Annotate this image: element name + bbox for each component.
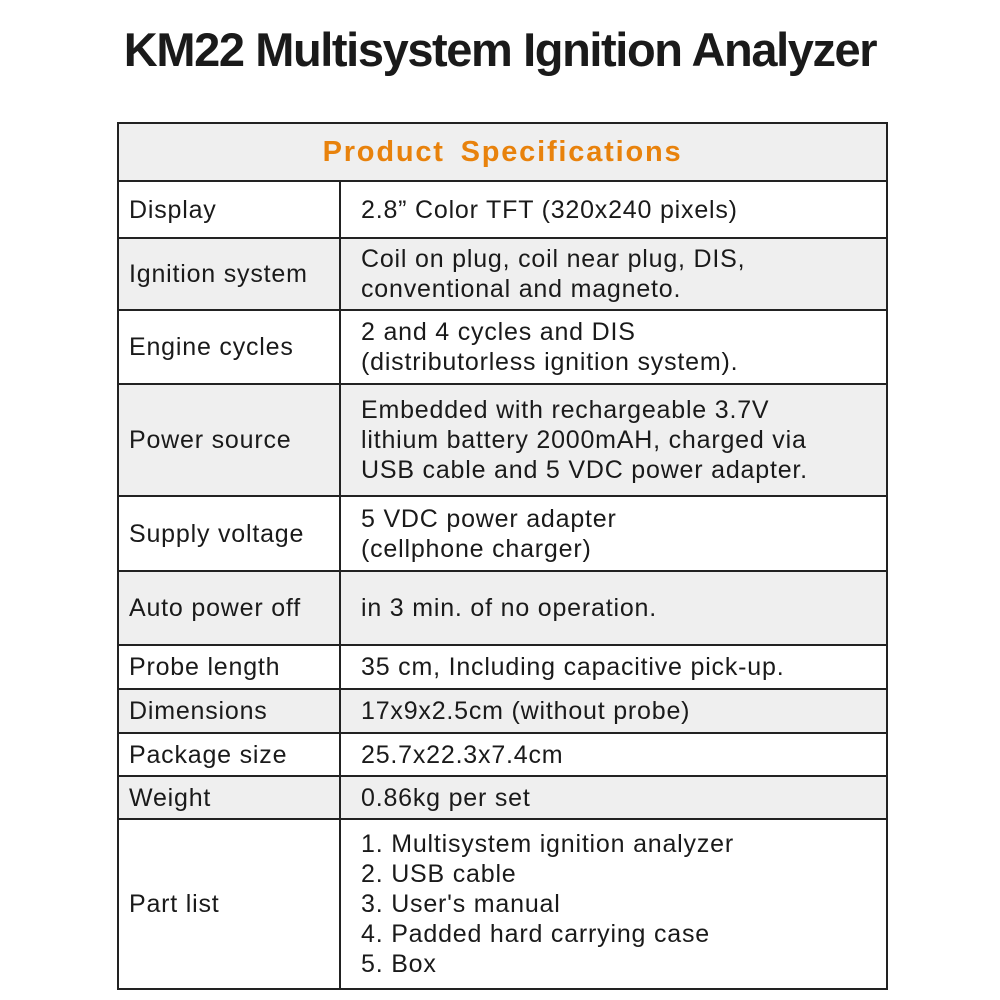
spec-label: Power source (117, 383, 341, 497)
spec-label: Part list (117, 818, 341, 990)
table-row: Package size 25.7x22.3x7.4cm (117, 732, 888, 777)
spec-value-line: Coil on plug, coil near plug, DIS, (361, 245, 746, 273)
table-header-row: Product Specifications (117, 122, 888, 182)
spec-value-line: conventional and magneto. (361, 275, 682, 303)
spec-value-line: 1. Multisystem ignition analyzer (361, 830, 734, 858)
table-header: Product Specifications (117, 122, 888, 182)
spec-label: Ignition system (117, 237, 341, 311)
spec-value: Coil on plug, coil near plug, DIS, conven… (339, 237, 888, 311)
table-row: Probe length 35 cm, Including capacitive … (117, 644, 888, 690)
table-row: Display 2.8” Color TFT (320x240 pixels) (117, 180, 888, 239)
spec-value-line: 17x9x2.5cm (without probe) (361, 697, 691, 725)
table-row: Auto power off in 3 min. of no operation. (117, 570, 888, 646)
table-row: Part list 1. Multisystem ignition analyze… (117, 818, 888, 990)
spec-value-line: USB cable and 5 VDC power adapter. (361, 456, 808, 484)
spec-value-line: 25.7x22.3x7.4cm (361, 740, 564, 769)
spec-value: in 3 min. of no operation. (339, 570, 888, 646)
spec-value-line: 2 and 4 cycles and DIS (361, 318, 636, 346)
spec-value: 2 and 4 cycles and DIS (distributorless i… (339, 309, 888, 385)
table-row: Weight 0.86kg per set (117, 775, 888, 820)
spec-value-line: (cellphone charger) (361, 534, 592, 563)
spec-label: Probe length (117, 644, 341, 690)
spec-value-line: 35 cm, Including capacitive pick-up. (361, 653, 785, 681)
table-row: Engine cycles 2 and 4 cycles and DIS (dist… (117, 309, 888, 385)
spec-value-line: Embedded with rechargeable 3.7V (361, 396, 770, 424)
spec-value: 5 VDC power adapter (cellphone charger) (339, 495, 888, 572)
spec-value: 17x9x2.5cm (without probe) (339, 688, 888, 734)
spec-value: 0.86kg per set (339, 775, 888, 820)
spec-value-line: 4. Padded hard carrying case (361, 920, 710, 948)
spec-label: Engine cycles (117, 309, 341, 385)
spec-value: 2.8” Color TFT (320x240 pixels) (339, 180, 888, 239)
spec-value: Embedded with rechargeable 3.7V lithium b… (339, 383, 888, 497)
page-title: KM22 Multisystem Ignition Analyzer (123, 23, 878, 76)
spec-value-line: 2. USB cable (361, 860, 517, 888)
spec-value-line: lithium battery 2000mAH, charged via (361, 426, 807, 454)
spec-label: Display (117, 180, 341, 239)
table-row: Dimensions 17x9x2.5cm (without probe) (117, 688, 888, 734)
spec-label: Package size (117, 732, 341, 777)
table-row: Supply voltage 5 VDC power adapter (cellph… (117, 495, 888, 572)
spec-value: 1. Multisystem ignition analyzer 2. USB c… (339, 818, 888, 990)
spec-label: Supply voltage (117, 495, 341, 572)
spec-value-line: 5 VDC power adapter (361, 504, 617, 533)
specifications-table: Product Specifications Display 2.8” Color… (117, 122, 888, 990)
spec-value-line: 2.8” Color TFT (320x240 pixels) (361, 195, 738, 224)
spec-label: Dimensions (117, 688, 341, 734)
spec-label: Weight (117, 775, 341, 820)
spec-value: 35 cm, Including capacitive pick-up. (339, 644, 888, 690)
spec-value-line: in 3 min. of no operation. (361, 594, 657, 622)
spec-value-line: 3. User's manual (361, 890, 561, 918)
spec-value: 25.7x22.3x7.4cm (339, 732, 888, 777)
spec-value-line: 0.86kg per set (361, 783, 531, 812)
table-row: Power source Embedded with rechargeable 3… (117, 383, 888, 497)
spec-value-line: (distributorless ignition system). (361, 348, 739, 376)
spec-value-line: 5. Box (361, 950, 437, 978)
table-row: Ignition system Coil on plug, coil near p… (117, 237, 888, 311)
spec-label: Auto power off (117, 570, 341, 646)
